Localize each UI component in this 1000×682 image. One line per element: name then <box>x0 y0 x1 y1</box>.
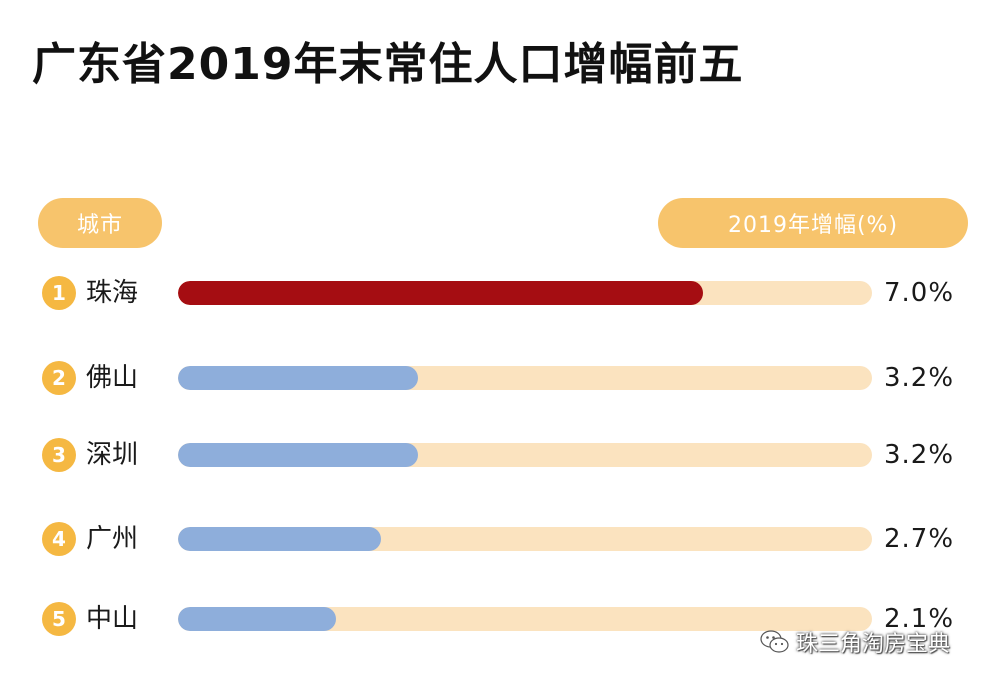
bar-row: 5 中山 2.1% <box>0 600 1000 640</box>
bar-row: 1 珠海 7.0% <box>0 274 1000 314</box>
bar-row: 2 佛山 3.2% <box>0 359 1000 399</box>
category-label: 佛山 <box>86 363 139 393</box>
bar-row: 3 深圳 3.2% <box>0 436 1000 476</box>
bar-track <box>178 366 872 390</box>
bar <box>178 527 381 551</box>
value-label: 2.1% <box>884 604 955 634</box>
city-header-pill: 城市 <box>38 198 162 248</box>
rank-badge: 4 <box>42 522 76 556</box>
bar-track <box>178 607 872 631</box>
bar <box>178 443 418 467</box>
chart-title: 广东省2019年末常住人口增幅前五 <box>32 39 744 90</box>
category-label: 深圳 <box>86 440 139 470</box>
rank-badge: 1 <box>42 276 76 310</box>
bar-track <box>178 443 872 467</box>
bar-track <box>178 527 872 551</box>
bar-track <box>178 281 872 305</box>
watermark-text: 珠三角淘房宝典 <box>796 632 951 657</box>
bar <box>178 607 336 631</box>
bar-row: 4 广州 2.7% <box>0 520 1000 560</box>
growth-header-pill: 2019年增幅(%) <box>658 198 968 248</box>
rank-badge: 2 <box>42 361 76 395</box>
category-label: 广州 <box>86 524 139 554</box>
rank-badge: 5 <box>42 602 76 636</box>
rank-badge: 3 <box>42 438 76 472</box>
bar <box>178 366 418 390</box>
city-header-label: 城市 <box>76 213 123 238</box>
category-label: 珠海 <box>86 278 139 308</box>
watermark: 珠三角淘房宝典 <box>760 626 950 658</box>
value-label: 3.2% <box>884 440 955 470</box>
value-label: 2.7% <box>884 524 955 554</box>
value-label: 7.0% <box>884 278 955 308</box>
bar <box>178 281 703 305</box>
wechat-icon <box>760 630 789 653</box>
category-label: 中山 <box>86 604 139 634</box>
value-label: 3.2% <box>884 363 955 393</box>
growth-header-label: 2019年增幅(%) <box>727 213 899 238</box>
